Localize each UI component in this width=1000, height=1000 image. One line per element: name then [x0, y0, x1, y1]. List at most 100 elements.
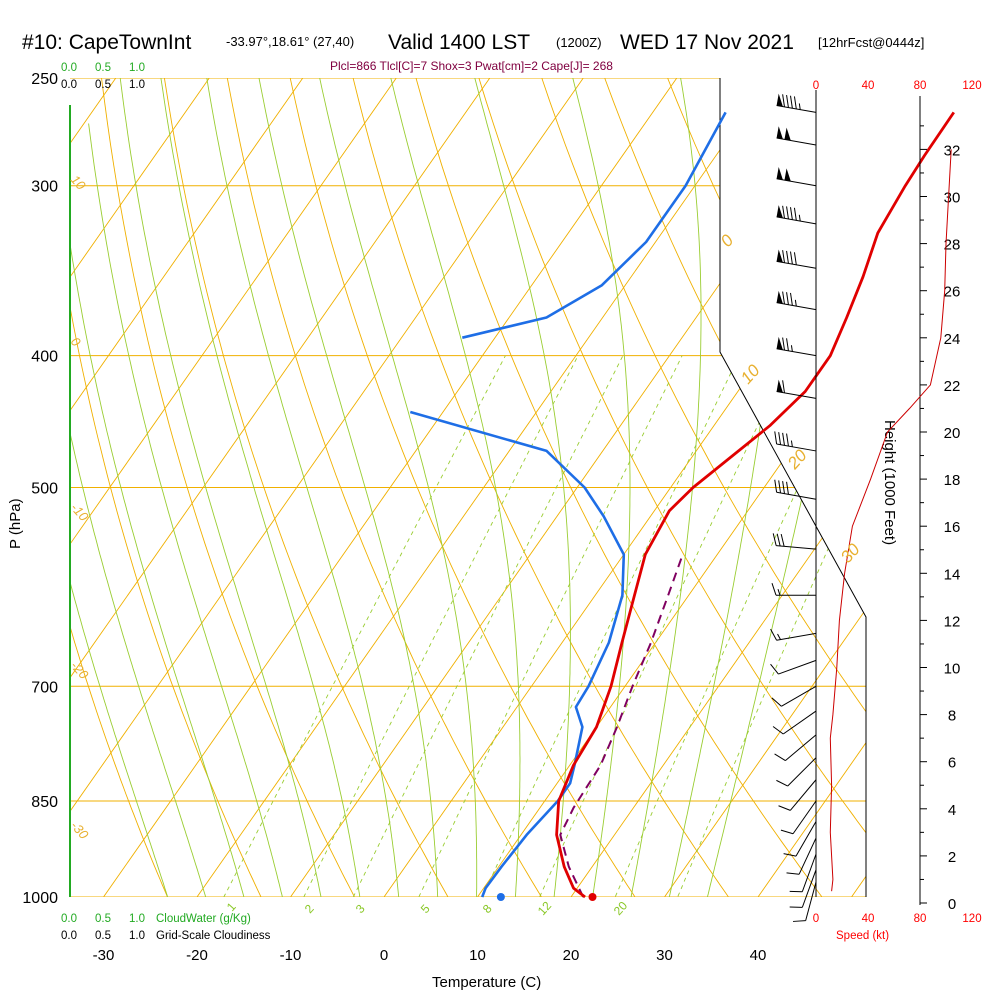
isotherm-line: [70, 78, 397, 897]
wind-barb: [776, 290, 817, 311]
temperature-tick-label: 20: [563, 947, 580, 964]
pressure-tick-label: 1000: [22, 890, 58, 907]
barb-feather: [771, 697, 782, 707]
wind-barb: [774, 431, 817, 452]
isotherm-line: [0, 78, 22, 897]
height-tick-label: 14: [944, 566, 961, 583]
barb-half-feather: [790, 345, 793, 352]
barb-half-feather: [798, 103, 801, 110]
wind-speed-tick-top: 0: [813, 80, 819, 92]
barb-feather: [778, 805, 791, 811]
wind-barb: [783, 821, 817, 857]
isotherm-line: [757, 78, 866, 897]
barb-feather: [793, 96, 797, 110]
barb-shaft: [787, 757, 817, 787]
barb-feather: [786, 872, 800, 875]
height-tick-label: 0: [948, 896, 956, 913]
wind-speed-tick-top: 120: [962, 80, 981, 92]
barb-half-feather: [790, 440, 793, 447]
wind-speed-tick-bottom: 0: [813, 913, 819, 925]
barb-shaft: [778, 659, 817, 675]
barb-feather: [780, 533, 785, 547]
wind-barb: [772, 710, 817, 735]
barb-half-feather: [794, 299, 797, 307]
mixing-ratio-label: 5: [418, 901, 433, 916]
height-axis-label: Height (1000 Feet): [881, 420, 898, 545]
wind-barbs: [770, 93, 817, 922]
dewpoint-line: [409, 410, 626, 898]
height-tick-label: 24: [944, 331, 961, 348]
barb-feather: [776, 533, 781, 547]
isotherm-line: [70, 78, 584, 897]
barb-shaft: [776, 491, 817, 500]
wind-barb: [776, 249, 817, 269]
cloud-scale-top: 0.0 0.5 1.0 0.0 0.5 1.0: [61, 62, 145, 91]
dry-adiabat-label: -20: [68, 658, 92, 683]
temperature-axis-label: Temperature (C): [432, 974, 541, 991]
barb-feather: [780, 829, 794, 835]
wind-barb: [776, 757, 817, 787]
cw-top-1: 0.5: [95, 62, 111, 74]
barb-feather: [774, 753, 786, 762]
height-tick-label: 32: [944, 142, 961, 159]
wind-barb: [771, 583, 816, 596]
barb-shaft: [805, 881, 817, 921]
wind-speed-tick-top: 40: [862, 80, 875, 92]
cw-bot-2: 1.0: [129, 913, 145, 925]
wind-speed-label: Speed (kt): [836, 930, 889, 942]
barb-feather: [792, 920, 806, 922]
wind-speed-ticks: 0 0 40 40 80 80 120 120: [813, 80, 982, 925]
surface-temperature-dot: [588, 893, 597, 901]
barb-shaft: [798, 837, 817, 875]
barb-feather: [782, 380, 785, 393]
barb-feather: [778, 480, 782, 494]
barb-feather: [776, 779, 788, 787]
barb-pennant: [776, 249, 783, 263]
dry-adiabat-label: -10: [68, 500, 92, 525]
mixing-ratio-line: [208, 355, 506, 897]
background-grid: [0, 78, 866, 897]
wind-speed-tick-top: 80: [914, 80, 927, 92]
barb-shaft: [776, 178, 817, 187]
wind-speed-tick-bottom: 80: [914, 913, 927, 925]
wind-speed-tick-bottom: 120: [962, 913, 981, 925]
barb-pennant: [776, 93, 783, 107]
wind-barb: [776, 336, 817, 357]
height-tick-label: 30: [944, 190, 961, 207]
barb-feather: [770, 663, 779, 675]
barb-half-feather: [798, 214, 801, 222]
barb-shaft: [801, 853, 817, 892]
moist-adiabat: [202, 78, 402, 897]
dry-adiabat: [98, 78, 371, 897]
barb-feather: [793, 252, 797, 265]
dry-adiabat-label: 10: [737, 361, 764, 388]
height-tick-label: 2: [948, 849, 956, 866]
barb-feather: [782, 94, 785, 107]
profiles: [409, 111, 955, 901]
pressure-tick-label: 400: [31, 349, 58, 366]
height-tick-label: 16: [944, 519, 961, 536]
barb-feather: [782, 291, 785, 305]
barb-feather: [772, 726, 784, 735]
dry-adiabat: [284, 78, 655, 897]
wind-barb: [771, 685, 817, 707]
wind-barb: [776, 126, 817, 146]
cw-bot-1: 0.5: [95, 913, 111, 925]
barb-feather: [771, 583, 777, 596]
pressure-tick-label: 850: [31, 794, 58, 811]
wind-barb: [792, 881, 817, 922]
wind-speed-tick-bottom: 40: [862, 913, 875, 925]
plot-outline: [719, 78, 867, 897]
wind-barb: [789, 869, 817, 908]
cl-bot-0: 0.0: [61, 930, 77, 942]
isotherm-line: [103, 78, 678, 897]
dry-adiabat: [160, 78, 466, 897]
moist-adiabat: [254, 78, 440, 897]
cl-top-0: 0.0: [61, 79, 77, 91]
moist-adiabat: [157, 78, 365, 897]
barb-shaft: [782, 710, 817, 735]
barb-feather: [786, 481, 789, 495]
temperature-tick-label: 40: [750, 947, 767, 964]
parcel-line: [559, 554, 684, 898]
